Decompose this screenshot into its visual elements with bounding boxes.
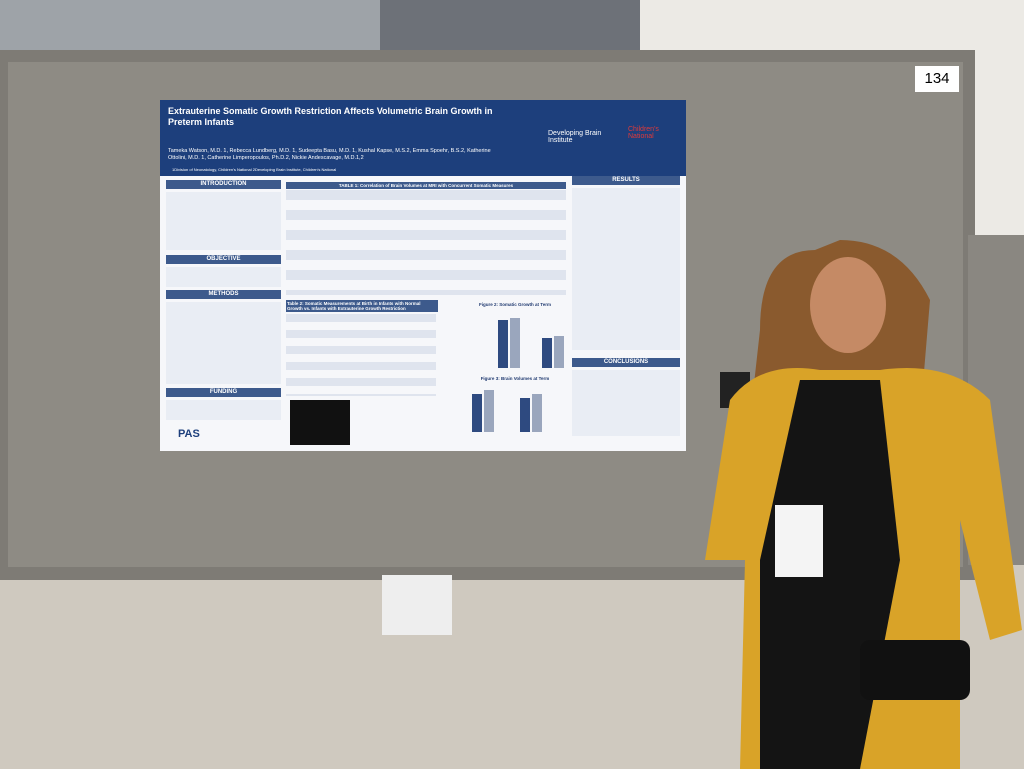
- logo-text: PAS: [178, 428, 200, 440]
- text-block: [166, 267, 281, 287]
- table: [286, 190, 566, 295]
- logo-text: Developing Brain Institute: [548, 130, 602, 144]
- section-header: METHODS: [166, 290, 281, 299]
- text-block: [166, 192, 281, 250]
- text-block: [166, 400, 281, 420]
- table: [286, 314, 436, 396]
- figure-bars: [472, 318, 564, 432]
- section-header: OBJECTIVE: [166, 255, 281, 264]
- poster-authors: Tameka Watson, M.D. 1, Rebecca Lundberg,…: [168, 148, 491, 161]
- section-header: RESULTS: [572, 176, 680, 185]
- poster-title: Extrauterine Somatic Growth Restriction …: [168, 106, 493, 127]
- booth-number: 134: [915, 66, 959, 92]
- section-header: INTRODUCTION: [166, 180, 281, 189]
- brain-image: [290, 400, 350, 445]
- logo-text: Children's National: [628, 126, 659, 140]
- table-title: TABLE 1: Correlation of Brain Volumes at…: [286, 182, 566, 189]
- section-header: FUNDING: [166, 388, 281, 397]
- text-block: [166, 302, 281, 384]
- text-block: [572, 188, 680, 350]
- figure-title: Figure 2: Somatic Growth at Term: [479, 302, 551, 307]
- poster: Extrauterine Somatic Growth Restriction …: [160, 100, 686, 451]
- poster-affiliations: 1Division of Neonatology, Children's Nat…: [172, 167, 337, 172]
- section-header: CONCLUSIONS: [572, 358, 680, 367]
- figure-title: Figure 3: Brain Volumes at Term: [480, 376, 550, 381]
- text-block: [572, 370, 680, 436]
- table-title: Table 2: Somatic Measurements at Birth i…: [286, 300, 438, 312]
- poster-header: [160, 100, 686, 176]
